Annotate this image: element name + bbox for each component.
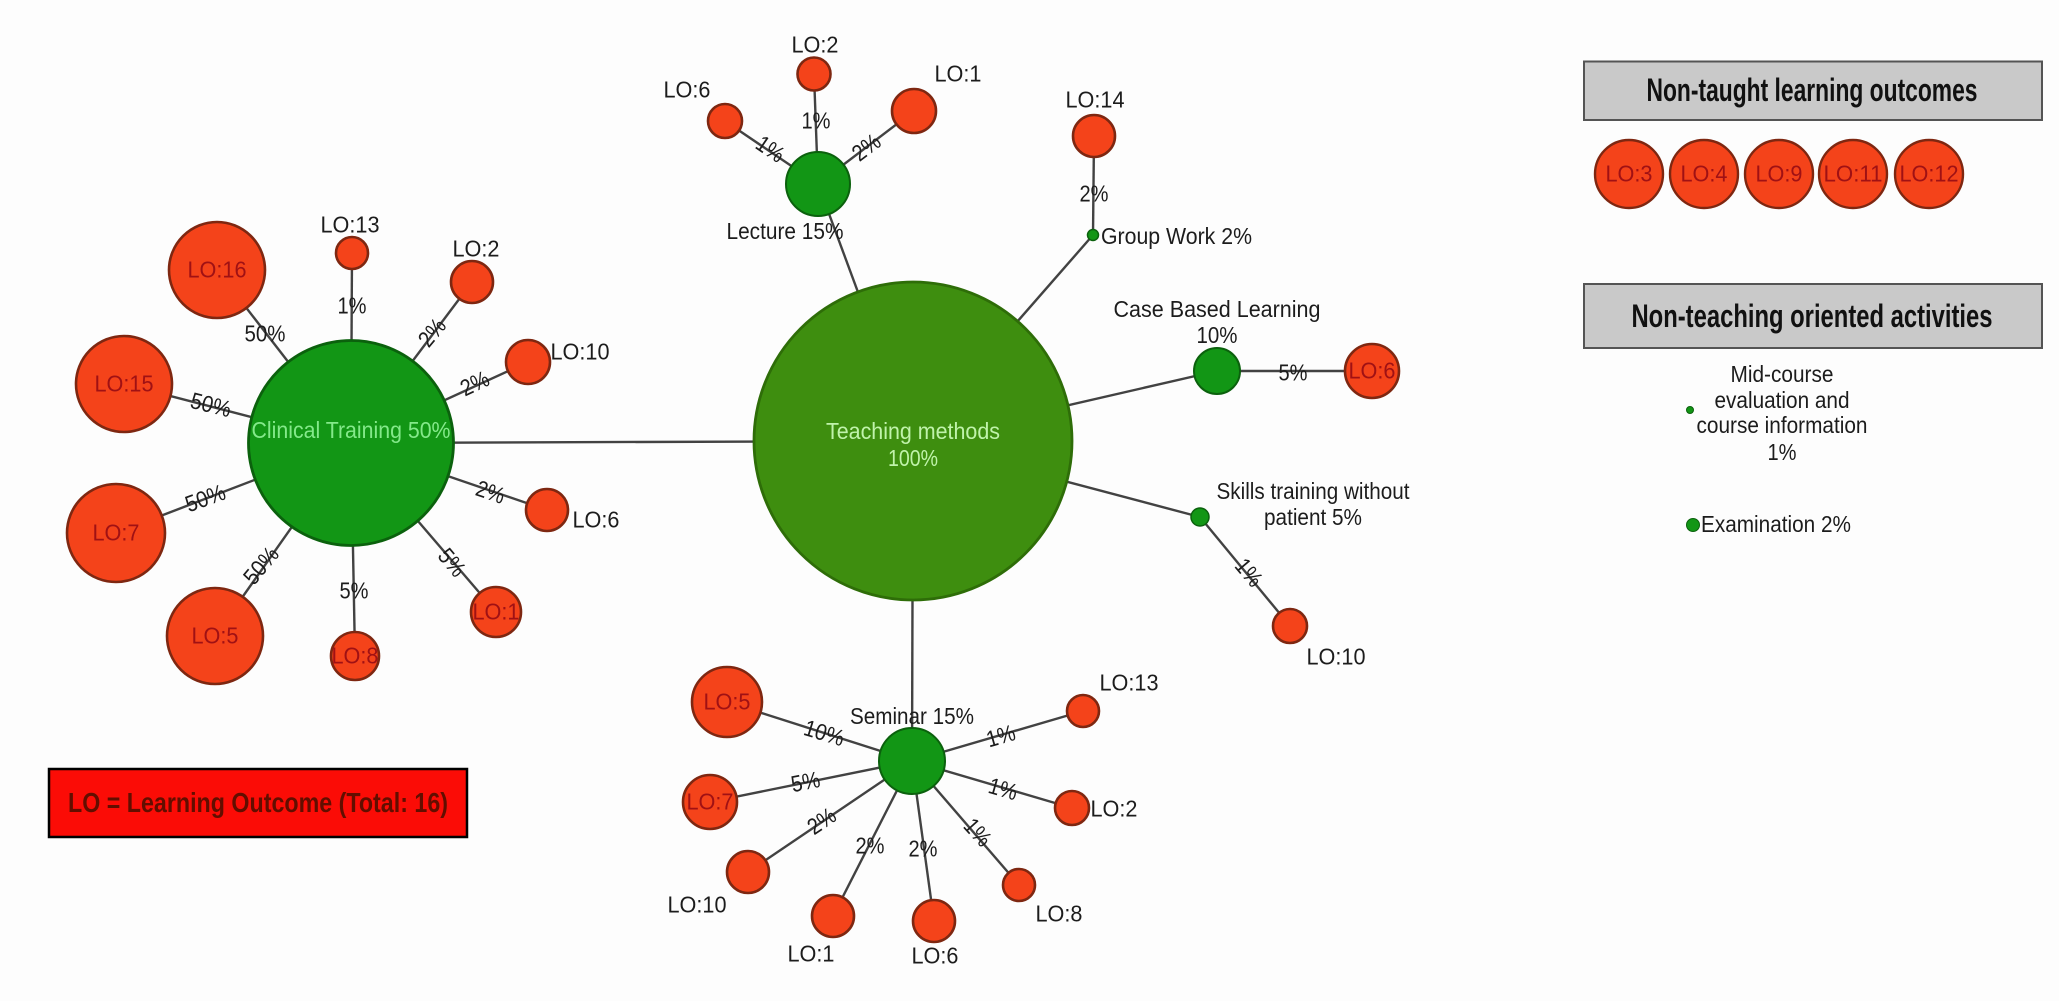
svg-text:LO:7: LO:7 — [93, 520, 140, 546]
svg-text:LO:7: LO:7 — [687, 789, 734, 815]
svg-text:LO:12: LO:12 — [1900, 161, 1959, 187]
svg-text:50%: 50% — [245, 321, 286, 347]
svg-text:LO:6: LO:6 — [664, 77, 711, 103]
svg-text:LO = Learning Outcome (Total:: LO = Learning Outcome (Total: 16) — [68, 787, 448, 818]
svg-text:LO:11: LO:11 — [1824, 161, 1883, 187]
svg-text:LO:10: LO:10 — [1307, 644, 1366, 670]
svg-text:LO:1: LO:1 — [788, 941, 835, 967]
svg-text:LO:4: LO:4 — [1681, 161, 1728, 187]
svg-text:1%: 1% — [802, 108, 831, 134]
svg-text:2%: 2% — [856, 833, 885, 859]
svg-text:LO:1: LO:1 — [935, 61, 982, 87]
svg-text:LO:8: LO:8 — [332, 643, 379, 669]
svg-text:LO:3: LO:3 — [1606, 161, 1653, 187]
svg-text:LO:6: LO:6 — [912, 943, 959, 969]
svg-text:Seminar 15%: Seminar 15% — [850, 703, 974, 729]
svg-text:LO:2: LO:2 — [453, 236, 500, 262]
svg-text:LO:2: LO:2 — [792, 32, 839, 58]
svg-text:LO:8: LO:8 — [1036, 901, 1083, 927]
svg-text:5%: 5% — [789, 766, 822, 797]
svg-text:2%: 2% — [909, 836, 938, 862]
svg-text:LO:5: LO:5 — [704, 689, 751, 715]
svg-text:LO:13: LO:13 — [1100, 670, 1159, 696]
svg-text:5%: 5% — [340, 578, 369, 604]
svg-text:1%: 1% — [1768, 439, 1797, 465]
svg-text:LO:10: LO:10 — [551, 339, 610, 365]
svg-text:LO:5: LO:5 — [192, 623, 239, 649]
svg-text:Teaching methods: Teaching methods — [826, 418, 1000, 444]
svg-text:LO:1: LO:1 — [473, 599, 520, 625]
svg-text:Clinical Training 50%: Clinical Training 50% — [252, 417, 451, 443]
svg-text:LO:15: LO:15 — [95, 371, 154, 397]
svg-text:LO:13: LO:13 — [321, 212, 380, 238]
svg-text:LO:2: LO:2 — [1091, 796, 1138, 822]
svg-text:100%: 100% — [888, 445, 938, 471]
svg-text:10%: 10% — [1197, 322, 1238, 348]
svg-text:LO:16: LO:16 — [188, 257, 247, 283]
svg-text:patient 5%: patient 5% — [1264, 504, 1362, 530]
svg-text:2%: 2% — [1080, 181, 1109, 207]
svg-text:Lecture 15%: Lecture 15% — [727, 218, 844, 244]
svg-text:Case Based Learning: Case Based Learning — [1114, 296, 1321, 322]
svg-text:Skills training without: Skills training without — [1217, 478, 1411, 504]
svg-text:5%: 5% — [1279, 360, 1308, 386]
svg-text:Non-taught learning outcomes: Non-taught learning outcomes — [1647, 72, 1978, 108]
svg-text:LO:6: LO:6 — [1349, 358, 1396, 384]
svg-text:1%: 1% — [338, 293, 367, 319]
svg-text:Examination 2%: Examination 2% — [1701, 511, 1851, 537]
svg-text:evaluation and: evaluation and — [1715, 387, 1850, 413]
svg-text:LO:14: LO:14 — [1066, 87, 1125, 113]
svg-text:LO:6: LO:6 — [573, 507, 620, 533]
svg-text:LO:10: LO:10 — [668, 892, 727, 918]
svg-text:LO:9: LO:9 — [1756, 161, 1803, 187]
svg-text:course information: course information — [1697, 412, 1868, 438]
svg-text:Non-teaching oriented activiti: Non-teaching oriented activities — [1632, 298, 1993, 334]
svg-text:Mid-course: Mid-course — [1731, 361, 1834, 387]
svg-text:Group Work 2%: Group Work 2% — [1101, 223, 1252, 249]
